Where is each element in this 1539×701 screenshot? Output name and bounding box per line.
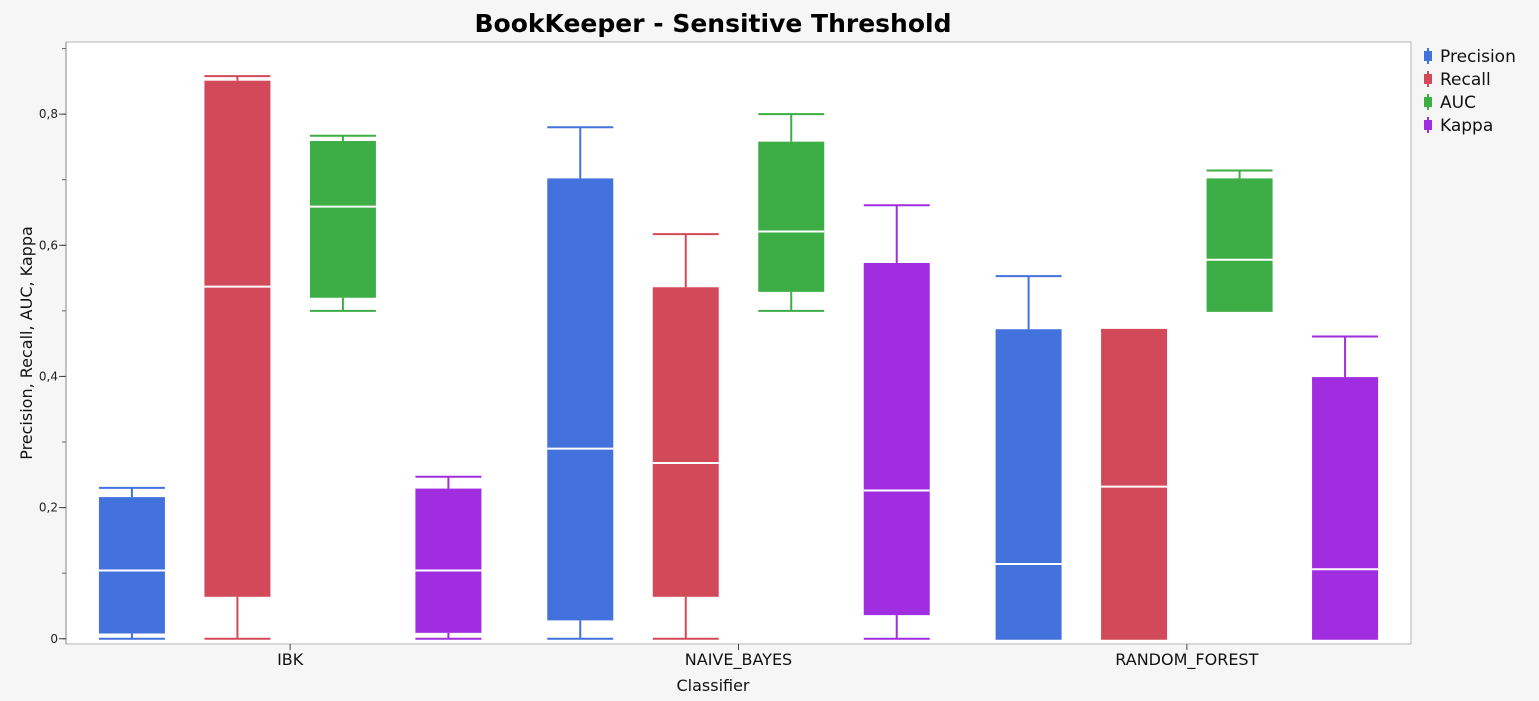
box-auc-random_forest (1206, 169, 1273, 312)
box-iqr (758, 141, 825, 292)
box-auc-ibk (309, 134, 376, 312)
box-iqr (863, 262, 930, 616)
box-recall-random_forest (1101, 328, 1168, 640)
legend: Precision Recall AUC Kappa (1424, 47, 1516, 136)
box-iqr (1206, 178, 1273, 311)
legend-item-recall: Recall (1424, 70, 1491, 90)
box-precision-naive_bayes (547, 126, 614, 640)
y-axis: 0 0,2 0,4 0,6 0,8 (39, 42, 67, 646)
y-tick-label: 0 (50, 632, 58, 646)
chart-title: BookKeeper - Sensitive Threshold (475, 9, 952, 38)
legend-item-auc: AUC (1424, 93, 1476, 113)
box-iqr (547, 178, 614, 621)
x-tick-label: IBK (277, 650, 304, 669)
legend-swatch (1424, 51, 1432, 61)
box-iqr (98, 497, 165, 634)
legend-label: Precision (1440, 47, 1516, 67)
plot-area (65, 41, 1412, 645)
box-recall-naive_bayes (652, 233, 719, 640)
x-tick-label: RANDOM_FOREST (1115, 650, 1258, 670)
box-kappa-ibk (415, 475, 482, 640)
box-iqr (1101, 329, 1168, 639)
box-iqr (652, 287, 719, 597)
box-iqr (309, 141, 376, 298)
y-tick-label: 0,8 (39, 107, 58, 121)
legend-swatch (1424, 97, 1432, 107)
legend-swatch (1424, 120, 1432, 130)
y-tick-label: 0,4 (39, 369, 58, 383)
x-tick-label: NAIVE_BAYES (685, 650, 792, 670)
legend-item-precision: Precision (1424, 47, 1516, 67)
y-axis-title: Precision, Recall, AUC, Kappa (17, 226, 36, 460)
x-axis-title: Classifier (676, 676, 749, 695)
y-tick-label: 0,6 (39, 238, 58, 252)
box-kappa-naive_bayes (863, 204, 930, 640)
legend-label: Kappa (1440, 116, 1493, 136)
box-auc-naive_bayes (758, 113, 825, 312)
box-precision-ibk (98, 486, 165, 640)
legend-label: AUC (1440, 93, 1476, 113)
box-series-group (98, 75, 1379, 640)
box-kappa-random_forest (1312, 335, 1379, 640)
legend-label: Recall (1440, 70, 1491, 90)
box-iqr (415, 488, 482, 633)
legend-swatch (1424, 74, 1432, 84)
box-precision-random_forest (995, 275, 1062, 640)
legend-item-kappa: Kappa (1424, 116, 1493, 136)
box-recall-ibk (204, 75, 271, 640)
box-iqr (995, 329, 1062, 639)
y-tick-label: 0,2 (39, 501, 58, 515)
x-axis: IBK NAIVE_BAYES RANDOM_FOREST (277, 644, 1259, 670)
box-iqr (204, 80, 271, 597)
box-iqr (1312, 377, 1379, 639)
